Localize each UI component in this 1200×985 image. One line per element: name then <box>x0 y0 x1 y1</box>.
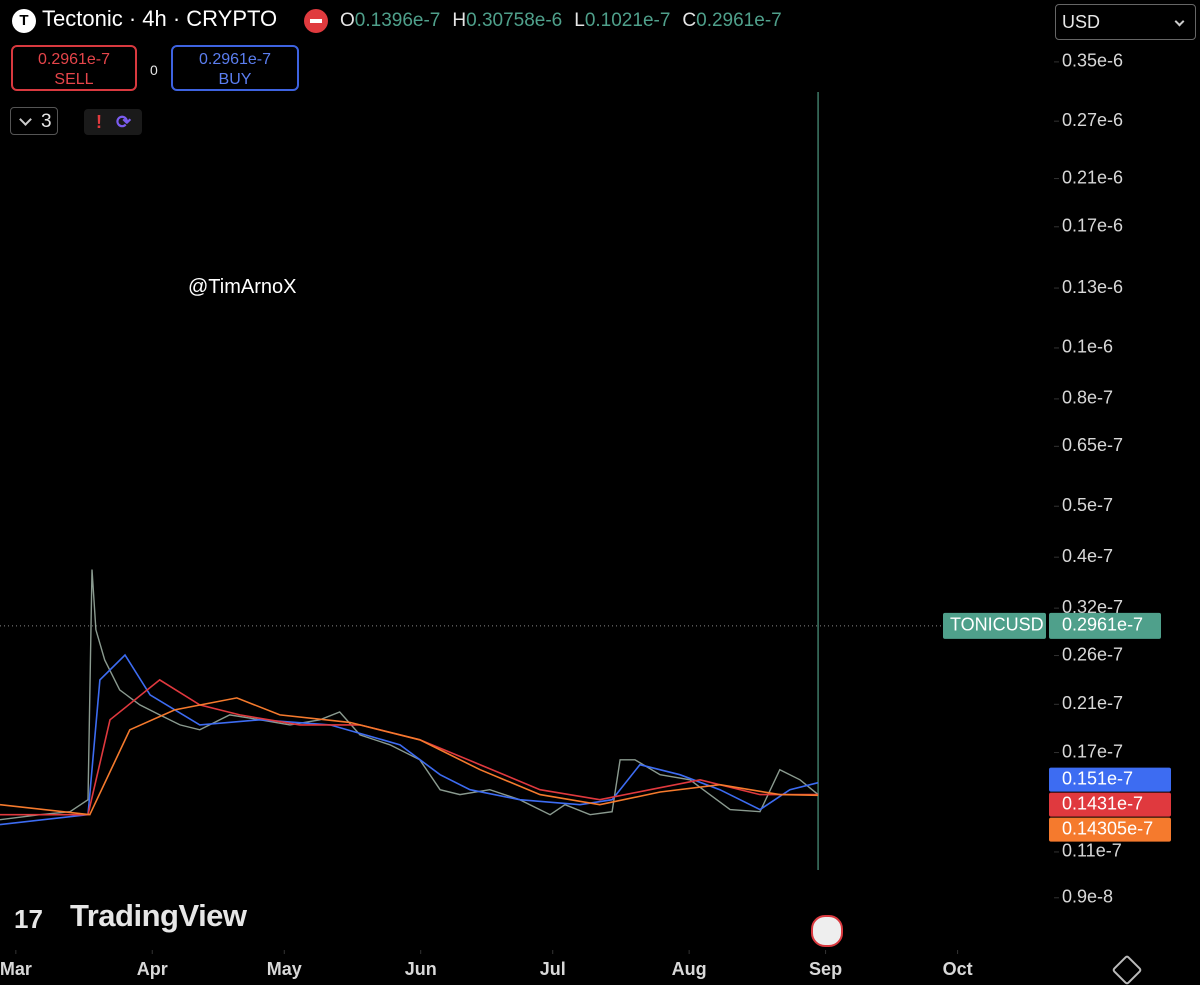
symbol-title: Tectonic · 4h · CRYPTO <box>42 6 278 31</box>
ma-value-label: 0.151e-7 <box>1062 768 1133 788</box>
y-tick-label: 0.21e-7 <box>1062 693 1123 713</box>
y-tick-label: 0.65e-7 <box>1062 435 1123 455</box>
x-tick-label: Apr <box>137 959 168 979</box>
y-tick-label: 0.8e-7 <box>1062 388 1113 408</box>
y-tick-label: 0.13e-6 <box>1062 277 1123 297</box>
ma-value-tag <box>1049 767 1171 792</box>
ma-value-label: 0.1431e-7 <box>1062 793 1143 813</box>
y-tick-label: 0.17e-7 <box>1062 741 1123 761</box>
warning-icons[interactable]: ! ⟳ <box>84 109 142 135</box>
buy-button[interactable]: 0.2961e-7 BUY <box>171 45 299 91</box>
moving-average-line <box>0 653 819 826</box>
y-tick-label: 0.27e-6 <box>1062 110 1123 130</box>
indicators-toggle[interactable]: 3 <box>10 107 58 135</box>
price-tag-symbol: TONICUSD <box>950 615 1044 635</box>
moving-average-line <box>0 697 819 816</box>
brand-logo: 17 <box>14 904 43 934</box>
ohlc-key: L <box>574 10 585 31</box>
y-tick-label: 0.35e-6 <box>1062 51 1123 71</box>
ohlc-value: 0.1021e-7 <box>584 10 671 31</box>
x-tick-label: Jul <box>540 959 566 979</box>
buy-label: BUY <box>218 71 252 88</box>
x-tick-label: May <box>267 959 302 979</box>
ma-value-label: 0.14305e-7 <box>1062 818 1153 838</box>
x-tick-label: Aug <box>672 959 707 979</box>
ma-value-tag <box>1049 817 1171 842</box>
price-tag-bg <box>1049 612 1161 639</box>
sell-price: 0.2961e-7 <box>37 51 111 68</box>
x-tick-label: Mar <box>0 959 32 979</box>
y-tick-label: 0.9e-8 <box>1062 887 1113 907</box>
price-tag-label: 0.2961e-7 <box>1062 615 1143 635</box>
sell-button[interactable]: 0.2961e-7 SELL <box>11 45 137 91</box>
y-tick-label: 0.21e-6 <box>1062 167 1123 187</box>
ohlc-key: O <box>340 10 355 31</box>
y-tick-label: 0.32e-7 <box>1062 597 1123 617</box>
y-tick-label: 0.11e-7 <box>1062 841 1122 861</box>
ohlc-value: 0.30758e-6 <box>466 10 563 31</box>
indicator-count: 3 <box>41 111 52 132</box>
y-tick-label: 0.17e-6 <box>1062 216 1123 236</box>
watermark: @TimArnoX <box>188 276 297 298</box>
y-tick-label: 0.1e-6 <box>1062 337 1113 357</box>
moving-average-line <box>0 678 819 816</box>
x-tick-label: Jun <box>405 959 437 979</box>
ma-value-tag <box>1049 792 1171 817</box>
x-tick-label: Sep <box>809 959 842 979</box>
ohlc-item: H0.30758e-6 <box>452 10 562 32</box>
ohlc-item: O0.1396e-7 <box>340 10 440 32</box>
currency: USD <box>1062 12 1101 32</box>
buy-price: 0.2961e-7 <box>198 51 272 68</box>
ohlc-item: L0.1021e-7 <box>574 10 670 32</box>
sell-label: SELL <box>54 71 94 88</box>
ohlc-key: C <box>682 10 697 31</box>
ohlc-value: 0.1396e-7 <box>354 10 441 31</box>
price-tag-symbol-bg <box>943 612 1046 639</box>
ohlc-value: 0.2961e-7 <box>696 10 782 31</box>
market-status-icon <box>304 9 328 33</box>
ohlc-item: C0.2961e-7 <box>682 10 781 32</box>
spread: 0 <box>150 62 158 78</box>
y-tick-label: 0.26e-7 <box>1062 644 1123 664</box>
event-flag[interactable] <box>811 915 843 947</box>
symbol-logo: T <box>12 9 36 33</box>
currency-select[interactable]: USD <box>1055 4 1196 40</box>
brand-name: TradingView <box>70 898 247 933</box>
y-tick-label: 0.5e-7 <box>1062 495 1113 515</box>
ohlc-key: H <box>452 10 467 31</box>
price-line <box>0 569 819 821</box>
x-tick-label: Oct <box>943 959 973 979</box>
y-tick-label: 0.4e-7 <box>1062 546 1113 566</box>
ohlc-legend: O0.1396e-7 H0.30758e-6 L0.1021e-7 C0.2961e-… <box>340 10 782 32</box>
